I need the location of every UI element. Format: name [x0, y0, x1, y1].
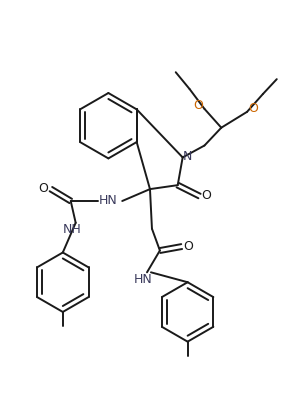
Text: O: O — [248, 102, 258, 115]
Text: NH: NH — [62, 223, 81, 236]
Text: HN: HN — [134, 273, 153, 286]
Text: N: N — [183, 150, 192, 163]
Text: O: O — [201, 188, 212, 202]
Text: O: O — [184, 240, 194, 253]
Text: O: O — [38, 182, 48, 194]
Text: O: O — [194, 99, 204, 112]
Text: HN: HN — [99, 194, 118, 207]
